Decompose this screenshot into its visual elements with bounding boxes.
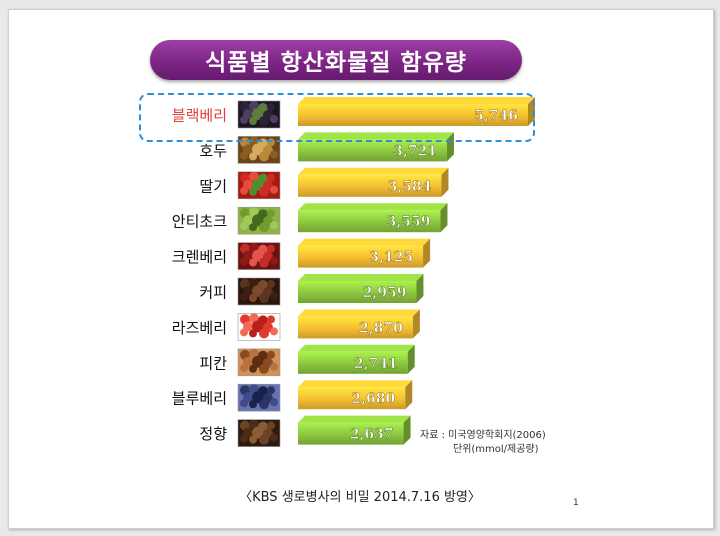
food-thumbnail xyxy=(237,242,281,270)
value-label: 3,721 xyxy=(393,143,437,159)
bar xyxy=(298,380,413,410)
value-label: 2,637 xyxy=(350,427,394,443)
food-thumbnail xyxy=(237,206,281,235)
value-label: 3,584 xyxy=(388,179,432,195)
chart-title: 식품별 항산화물질 함유량 xyxy=(150,40,522,80)
value-label: 2,870 xyxy=(359,320,403,336)
food-thumbnail xyxy=(237,383,281,412)
value-label: 2,959 xyxy=(363,285,407,301)
source-line: 자료 : 미국영양학회지(2006) xyxy=(420,430,546,441)
value-label: 3,125 xyxy=(369,250,413,266)
bar xyxy=(298,309,420,339)
category-label: 딸기 xyxy=(199,177,227,195)
category-label: 호두 xyxy=(199,142,227,160)
category-label: 블루베리 xyxy=(172,390,227,408)
food-thumbnail xyxy=(237,277,281,306)
bar xyxy=(298,167,449,197)
bar xyxy=(298,132,454,162)
category-label: 블랙베리 xyxy=(172,107,227,125)
category-label: 정향 xyxy=(199,425,227,443)
category-label: 커피 xyxy=(199,284,227,302)
source-note: 자료 : 미국영양학회지(2006) 단위(mmol/제공량) xyxy=(420,429,546,457)
food-thumbnail xyxy=(237,171,281,200)
category-label: 피칸 xyxy=(199,354,227,372)
value-label: 5,746 xyxy=(474,108,518,124)
food-thumbnail xyxy=(237,313,281,341)
category-label: 크렌베리 xyxy=(172,248,227,266)
value-label: 2,741 xyxy=(354,356,398,372)
food-thumbnail xyxy=(237,419,281,447)
bar xyxy=(298,344,415,374)
page-number: 1 xyxy=(573,498,579,508)
food-thumbnail xyxy=(237,100,281,129)
unit-line: 단위(mmol/제공량) xyxy=(453,444,539,455)
bar xyxy=(298,238,431,268)
value-label: 2,680 xyxy=(351,391,395,407)
bar xyxy=(298,203,448,233)
footer-caption: 〈KBS 생로병사의 비밀 2014.7.16 방영〉 xyxy=(239,490,481,505)
category-label: 안티초크 xyxy=(172,213,227,231)
value-label: 3,559 xyxy=(387,214,431,230)
bar xyxy=(298,415,411,445)
highlight-box xyxy=(139,93,535,142)
bar xyxy=(298,274,424,303)
category-label: 라즈베리 xyxy=(172,319,227,337)
food-thumbnail xyxy=(237,348,281,377)
